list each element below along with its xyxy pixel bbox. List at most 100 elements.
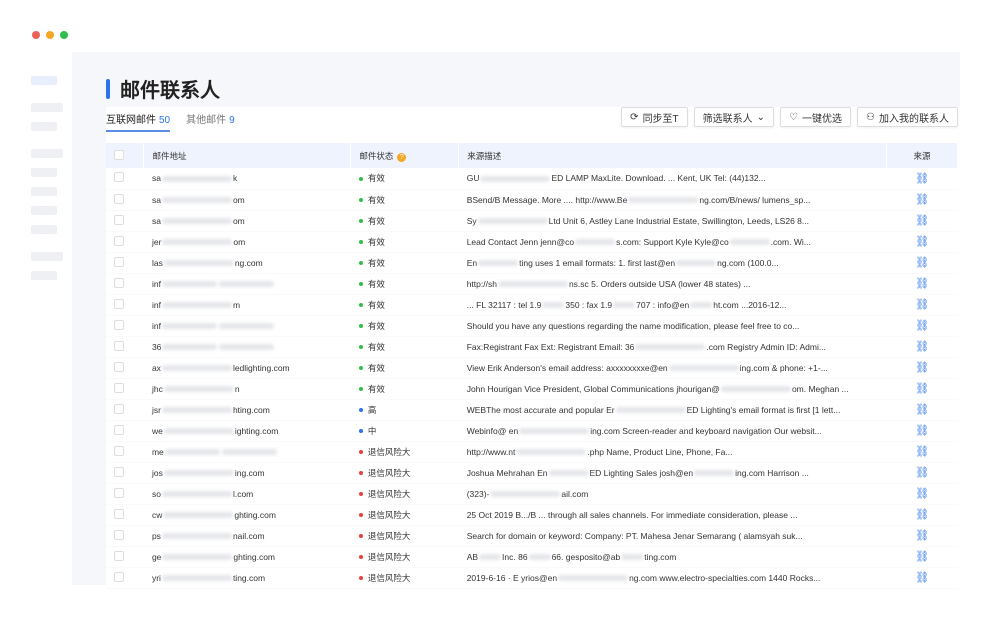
row-checkbox[interactable] (114, 445, 124, 456)
sidebar-item[interactable] (31, 149, 63, 158)
table-row[interactable]: sa k 有效 GU ED LAMP MaxLite. Download. ... Ke… (106, 168, 958, 190)
row-checkbox[interactable] (114, 277, 124, 288)
row-checkbox[interactable] (114, 214, 124, 225)
table-row[interactable]: inf m 有效 ... FL 32117 : tel 1.9 350 : fax 1.… (106, 294, 958, 316)
close-button[interactable] (32, 31, 40, 39)
row-checkbox[interactable] (114, 424, 124, 435)
link-icon[interactable]: ⛓ (915, 383, 930, 395)
row-checkbox[interactable] (114, 235, 124, 246)
link-icon[interactable]: ⛓ (915, 299, 930, 311)
table-row[interactable]: inf 有效 http://sh ns.sc 5. Orders outside US… (106, 273, 958, 295)
link-icon[interactable]: ⛓ (915, 509, 930, 521)
table-row[interactable]: 36 有效 Fax:Registrant Fax Ext: Registrant E… (106, 336, 958, 358)
text-segment: l.com (232, 488, 254, 499)
action-button-1[interactable]: 筛选联系人 ⌄ (693, 107, 775, 127)
text-segment: ED LAMP MaxLite. Download. ... Kent, UK … (551, 173, 766, 184)
table-row[interactable]: sa om 有效 Sy Ltd Unit 6, Astley Lane Industri… (106, 210, 958, 232)
row-checkbox[interactable] (114, 298, 124, 309)
link-icon[interactable]: ⛓ (915, 215, 930, 227)
sidebar-item[interactable] (31, 187, 57, 196)
row-checkbox[interactable] (114, 319, 124, 330)
link-icon[interactable]: ⛓ (915, 236, 930, 248)
table-row[interactable]: cw ghting.com 退信风险大 25 Oct 2019 B.../B ... … (106, 504, 958, 526)
text-segment: sa (151, 173, 161, 184)
row-checkbox[interactable] (114, 256, 124, 267)
table-row[interactable]: we ighting.com 中 Webinfo@ en ing.com Screen-… (106, 420, 958, 442)
action-button-0[interactable]: ⟳ 同步至T (621, 107, 688, 127)
table-row[interactable]: jer om 有效 Lead Contact Jenn jenn@co s.com: S… (106, 231, 958, 253)
text-segment: jsr (151, 404, 161, 415)
link-icon[interactable]: ⛓ (915, 446, 930, 458)
link-icon[interactable]: ⛓ (915, 257, 930, 269)
sidebar-item[interactable] (31, 271, 57, 280)
link-icon[interactable]: ⛓ (915, 341, 930, 353)
link-icon[interactable]: ⛓ (915, 278, 930, 290)
maximize-button[interactable] (60, 31, 68, 39)
row-checkbox[interactable] (114, 550, 124, 561)
row-checkbox[interactable] (114, 508, 124, 519)
email-cell: jer om (143, 231, 351, 253)
row-checkbox[interactable] (114, 361, 124, 372)
text-segment: ing.com Screen-reader and keyboard navig… (590, 425, 822, 436)
table-row[interactable]: las ng.com 有效 En ting uses 1 email formats: … (106, 252, 958, 274)
text-segment: ng.com (100.0... (717, 257, 779, 268)
row-checkbox[interactable] (114, 466, 124, 477)
row-checkbox[interactable] (114, 487, 124, 498)
sidebar-item[interactable] (31, 103, 63, 112)
table-row[interactable]: jhc n 有效 John Hourigan Vice President, Glob… (106, 378, 958, 400)
table-row[interactable]: jsr hting.com 高 WEBThe most accurate and po… (106, 399, 958, 421)
link-icon[interactable]: ⛓ (915, 404, 930, 416)
table-row[interactable]: me 退信风险大 http://www.nt .php Name, Product L… (106, 441, 958, 463)
sidebar-item[interactable] (31, 225, 57, 234)
description-cell: En ting uses 1 email formats: 1. first la… (458, 252, 887, 274)
link-icon[interactable]: ⛓ (915, 467, 930, 479)
row-checkbox[interactable] (114, 403, 124, 414)
sidebar-item[interactable] (31, 76, 57, 85)
table-row[interactable]: ge ghting.com 退信风险大 AB Inc. 86 66. gesposito@… (106, 546, 958, 568)
text-segment: ED Lighting's email format is first [1 l… (686, 404, 841, 415)
description-cell: ... FL 32117 : tel 1.9 350 : fax 1.9 707 :… (458, 294, 887, 316)
text-segment: k (232, 173, 238, 184)
text-segment: Joshua Mehrahan En (466, 467, 548, 478)
sidebar-item[interactable] (31, 168, 57, 177)
table-row[interactable]: inf 有效 Should you have any questions regar… (106, 315, 958, 337)
sidebar-item[interactable] (31, 206, 57, 215)
tab-0[interactable]: 互联网邮件 50 (106, 111, 171, 132)
sidebar-item[interactable] (31, 122, 57, 131)
sidebar-item[interactable] (31, 252, 63, 261)
sync-icon: ⟳ (630, 111, 639, 123)
redacted-text (161, 281, 217, 288)
redacted-text (477, 218, 548, 225)
row-checkbox[interactable] (114, 571, 124, 582)
table-row[interactable]: ps nail.com 退信风险大 Search for domain or keyw… (106, 525, 958, 547)
link-icon[interactable]: ⛓ (915, 572, 930, 584)
table-row[interactable]: sa om 有效 BSend/B Message. More .... http://… (106, 189, 958, 211)
help-icon[interactable]: ? (397, 152, 407, 162)
minimize-button[interactable] (46, 31, 54, 39)
text-segment: n (234, 383, 240, 394)
row-checkbox[interactable] (114, 340, 124, 351)
table-row[interactable]: jos ing.com 退信风险大 Joshua Mehrahan En ED Ligh… (106, 462, 958, 484)
select-all-checkbox[interactable] (114, 149, 124, 160)
link-icon[interactable]: ⛓ (915, 194, 930, 206)
table-row[interactable]: yri ting.com 退信风险大 2019-6-16 · E yrios@en ng… (106, 567, 958, 589)
table-row[interactable]: so l.com 退信风险大 (323)- ail.com ⛓ (106, 483, 958, 505)
link-icon[interactable]: ⛓ (915, 172, 930, 185)
link-icon[interactable]: ⛓ (915, 320, 930, 332)
link-icon[interactable]: ⛓ (915, 362, 930, 374)
link-icon[interactable]: ⛓ (915, 488, 930, 500)
row-checkbox[interactable] (114, 172, 124, 183)
link-icon[interactable]: ⛓ (915, 530, 930, 542)
action-button-2[interactable]: ♡ 一键优选 (780, 107, 852, 127)
row-checkbox[interactable] (114, 382, 124, 393)
row-checkbox[interactable] (114, 529, 124, 540)
tab-1[interactable]: 其他邮件 9 (186, 111, 235, 132)
source-cell: ⛓ (886, 189, 958, 211)
table-row[interactable]: ax ledlighting.com 有效 View Erik Anderson's … (106, 357, 958, 379)
row-select-cell (106, 168, 144, 190)
redacted-text (164, 449, 220, 456)
link-icon[interactable]: ⛓ (915, 551, 930, 563)
action-button-3[interactable]: ⚇ 加入我的联系人 (857, 107, 958, 127)
row-checkbox[interactable] (114, 193, 124, 204)
link-icon[interactable]: ⛓ (915, 425, 930, 437)
